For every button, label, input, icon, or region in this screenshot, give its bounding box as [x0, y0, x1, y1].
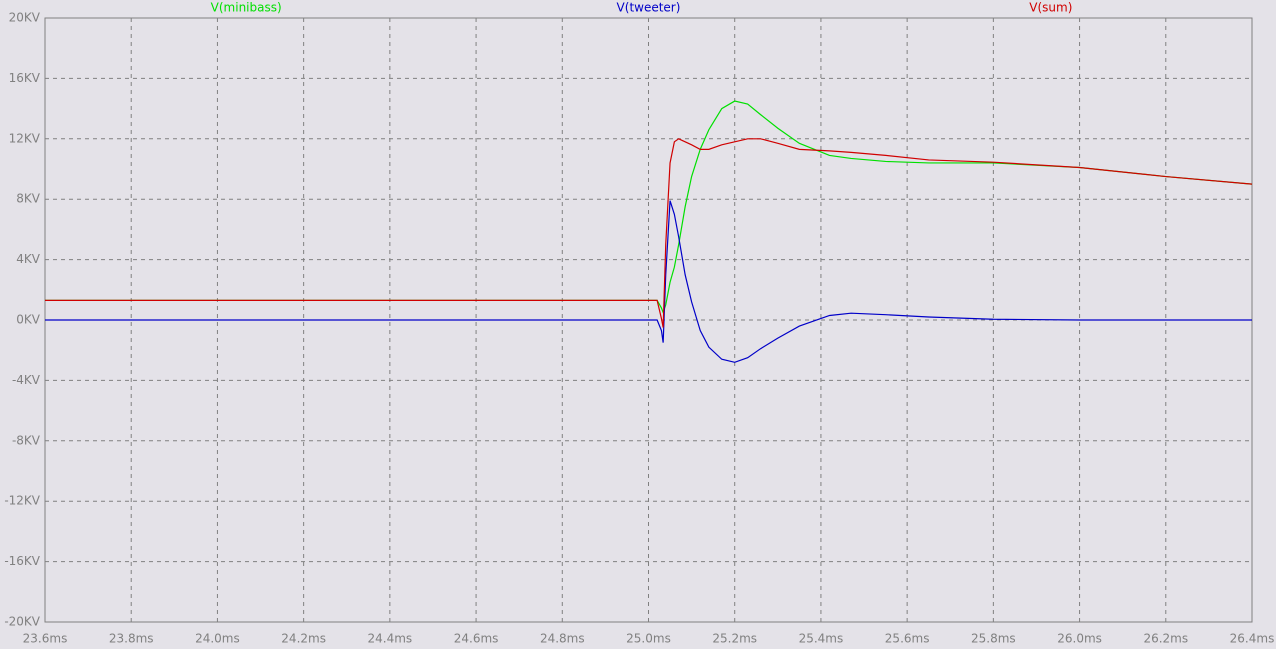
- series-line: [45, 200, 1252, 363]
- x-tick-label: 25.8ms: [971, 632, 1016, 646]
- x-tick-label: 23.8ms: [109, 632, 154, 646]
- y-tick-label: 12KV: [9, 131, 41, 145]
- x-tick-label: 26.2ms: [1143, 632, 1188, 646]
- legend-entry: V(sum): [1029, 1, 1072, 15]
- y-tick-label: -12KV: [4, 494, 40, 508]
- y-tick-label: 16KV: [9, 71, 41, 85]
- x-tick-label: 26.0ms: [1057, 632, 1102, 646]
- y-tick-label: -4KV: [12, 373, 41, 387]
- y-tick-label: -8KV: [12, 433, 41, 447]
- legend-entry: V(minibass): [211, 1, 282, 15]
- x-tick-label: 23.6ms: [23, 632, 68, 646]
- x-tick-label: 24.6ms: [454, 632, 499, 646]
- x-tick-label: 25.6ms: [885, 632, 930, 646]
- x-tick-label: 24.4ms: [368, 632, 413, 646]
- y-tick-label: 20KV: [9, 11, 41, 25]
- x-tick-label: 25.2ms: [712, 632, 757, 646]
- y-tick-label: -16KV: [4, 554, 40, 568]
- y-tick-label: -20KV: [4, 615, 40, 629]
- y-tick-label: 4KV: [16, 252, 41, 266]
- x-tick-label: 24.2ms: [281, 632, 326, 646]
- x-tick-label: 25.0ms: [626, 632, 671, 646]
- x-tick-label: 24.8ms: [540, 632, 585, 646]
- x-tick-label: 26.4ms: [1230, 632, 1275, 646]
- x-tick-label: 24.0ms: [195, 632, 240, 646]
- y-tick-label: 8KV: [16, 192, 41, 206]
- x-tick-label: 25.4ms: [799, 632, 844, 646]
- legend-entry: V(tweeter): [617, 1, 681, 15]
- series-line: [45, 138, 1253, 328]
- y-tick-label: 0KV: [16, 313, 41, 327]
